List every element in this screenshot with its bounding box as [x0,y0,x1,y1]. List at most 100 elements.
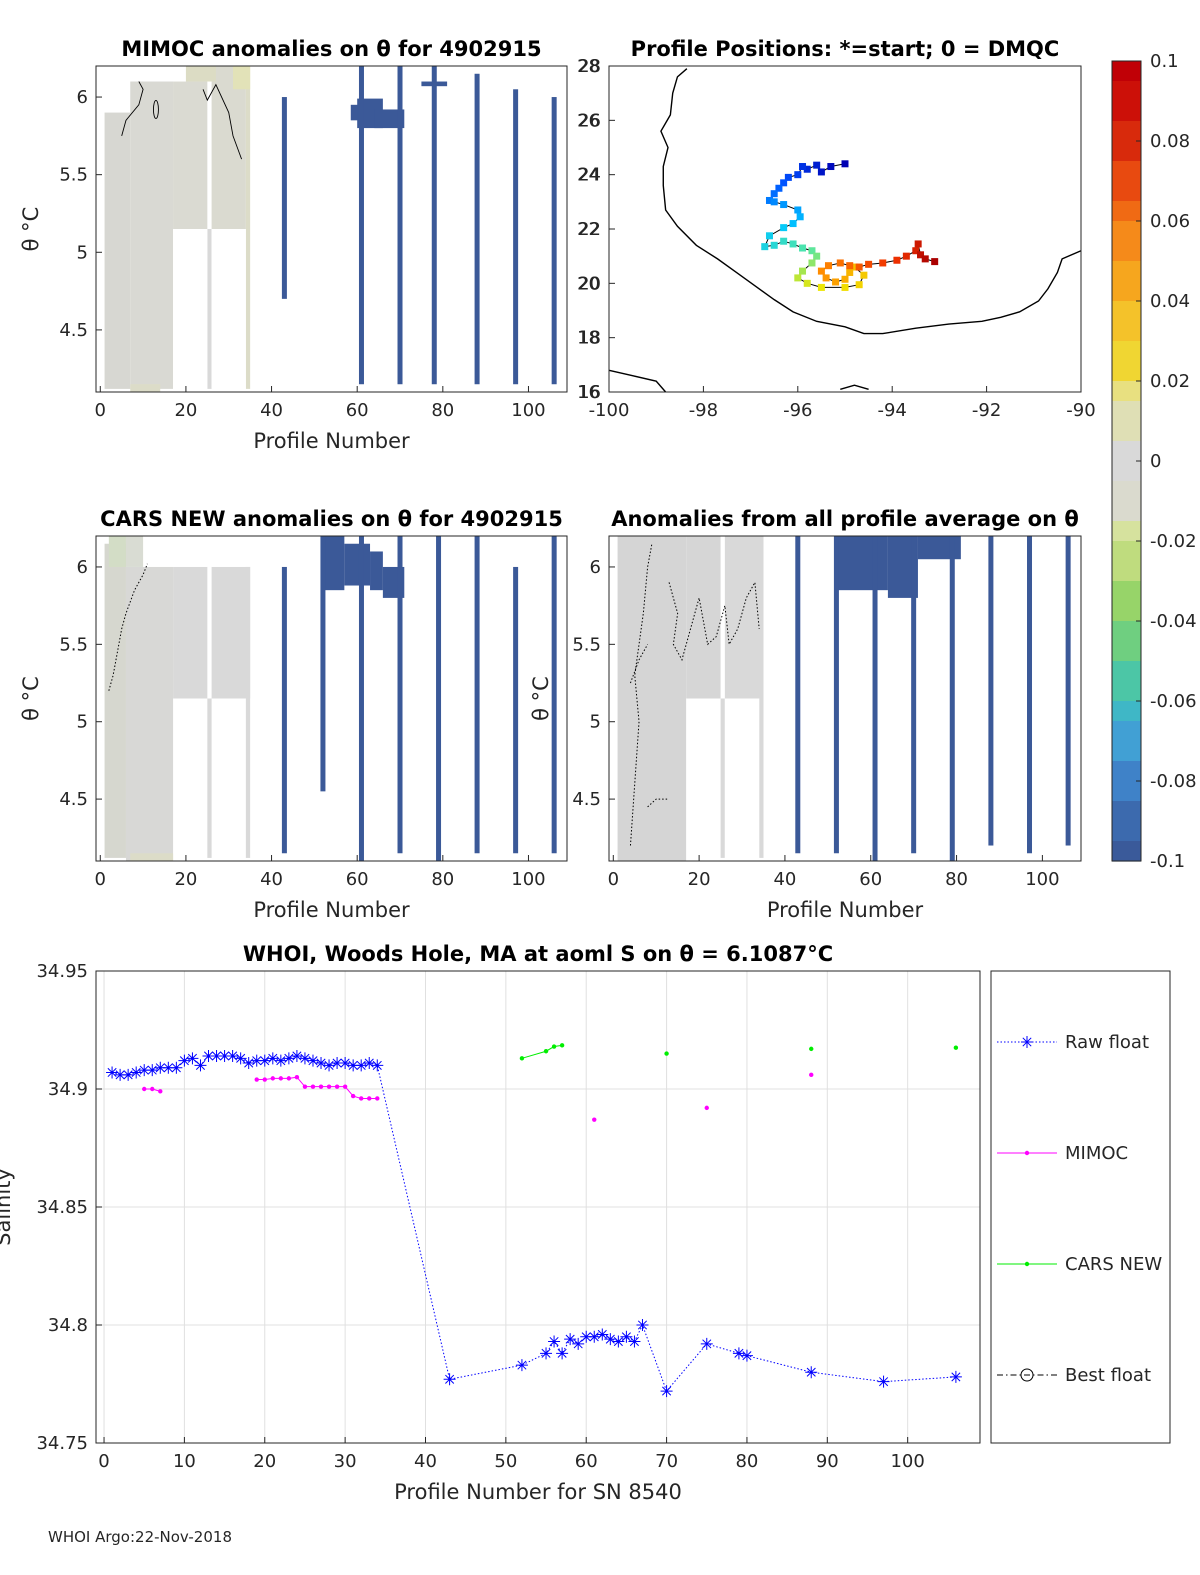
raw-float-marker [138,1064,151,1077]
panel-title: CARS NEW anomalies on θ for 4902915 [100,507,563,531]
profile-position-marker [824,262,832,270]
profile-position-marker [822,274,830,282]
raw-float-marker [226,1049,239,1062]
mimoc-marker [286,1076,292,1081]
x-tick-label: 70 [655,1451,678,1472]
mimoc-marker [262,1077,267,1082]
profile-position-marker [794,171,802,179]
anomaly-field-cell [207,229,212,389]
panel-title: MIMOC anomalies on θ for 4902915 [121,37,541,61]
profile-bar [281,97,287,299]
raw-float-marker [146,1064,159,1077]
anomaly-field [617,536,764,861]
colorbar-segment [1112,401,1141,422]
profile-position-marker [817,267,825,275]
colorbar-segment [1112,681,1141,702]
mimoc-marker [310,1084,316,1089]
profile-position-marker [765,196,773,204]
raw-float-marker [732,1347,745,1360]
raw-float-marker [122,1068,135,1081]
profile-position-marker [846,268,854,276]
raw-float-marker [564,1333,577,1346]
y-tick-label-map: 18 [577,328,600,349]
colorbar-segment [1112,761,1141,782]
mimoc-marker [342,1084,348,1089]
anomaly-block [370,551,383,591]
raw-float-line [111,1055,956,1393]
x-tick-label: -96 [783,400,812,421]
contour-line [121,81,144,136]
y-tick-label: 6 [590,557,601,578]
profile-position-marker [841,275,849,283]
colorbar-segment [1112,661,1141,682]
mimoc-marker [326,1084,332,1089]
colorbar-segment [1112,821,1141,842]
raw-float-marker [162,1061,175,1074]
profile-bar [320,536,326,792]
anomaly-field-cell [724,536,764,699]
profile-position-marker [912,247,920,255]
mimoc-marker [294,1075,300,1080]
anomaly-field-cell [125,566,174,861]
panel-title: Profile Positions: *=start; 0 = DMQC [631,37,1060,61]
y-axis-label: θ °C [529,676,553,721]
panel-title: Anomalies from all profile average on θ [611,507,1079,531]
raw-float-marker [250,1054,263,1067]
raw-float-marker [298,1052,311,1065]
coastline [840,384,869,390]
profile-position-marker [799,244,807,252]
raw-float-marker [588,1330,601,1343]
profile-position-marker [841,160,849,168]
colorbar-segment [1112,281,1141,302]
profile-position-marker [789,240,797,248]
raw-float-marker [266,1052,279,1065]
x-tick-label: 0 [98,1451,109,1472]
contour-line [668,580,760,662]
anomaly-block [374,109,405,129]
colorbar-segment [1112,121,1141,142]
y-tick-label: 34.95 [36,961,88,982]
y-tick-label: 18 [578,328,601,349]
profile-position-marker [846,262,854,270]
profile-position-marker [902,252,910,260]
raw-float-marker [242,1057,255,1070]
anomaly-field-cell [211,229,246,389]
profile-position-marker [865,260,873,268]
cars-anomaly-panel: 0 20 40 60 80 100 4.5 5 5.5 6 CARS NEW anomalies o… [19,507,568,922]
anomaly-field-cell [173,229,208,389]
legend-label: CARS NEW [1065,1254,1162,1275]
profile-position-marker [803,279,811,287]
x-tick-label: 0 [608,869,619,890]
x-axis-label: Profile Number [253,898,410,922]
x-tick-label: 50 [494,1451,517,1472]
profile-position-marker [803,165,811,173]
anomaly-field-cell [686,536,721,699]
x-tick-label: 40 [414,1451,437,1472]
colorbar-tick-label: 0 [1150,451,1161,472]
x-tick-label: 80 [945,869,968,890]
anomaly-field-cell [211,566,251,699]
anomaly-field-cell [104,112,131,389]
x-tick-label: 0 [95,400,106,421]
coastline [608,369,667,393]
profile-position-marker [799,163,807,171]
profile-position-marker [813,252,821,260]
colorbar-tick-label: 0.06 [1150,211,1190,232]
y-axis-label: θ °C [19,676,43,721]
profile-position-marker [775,184,783,192]
x-tick-label: 20 [688,869,711,890]
axes-frame [95,535,568,862]
raw-float-marker [580,1330,593,1343]
profile-bar [551,536,557,854]
colorbar-segment [1112,501,1141,522]
profile-bar [988,536,994,846]
colorbar-segment [1112,181,1141,202]
x-tick-label: 60 [575,1451,598,1472]
cars-marker [543,1049,549,1054]
profile-position-marker [893,256,901,264]
profile-bar [833,536,839,854]
colorbar-segment [1112,221,1141,242]
profile-bar [281,566,287,854]
colorbar-segment [1112,461,1141,482]
